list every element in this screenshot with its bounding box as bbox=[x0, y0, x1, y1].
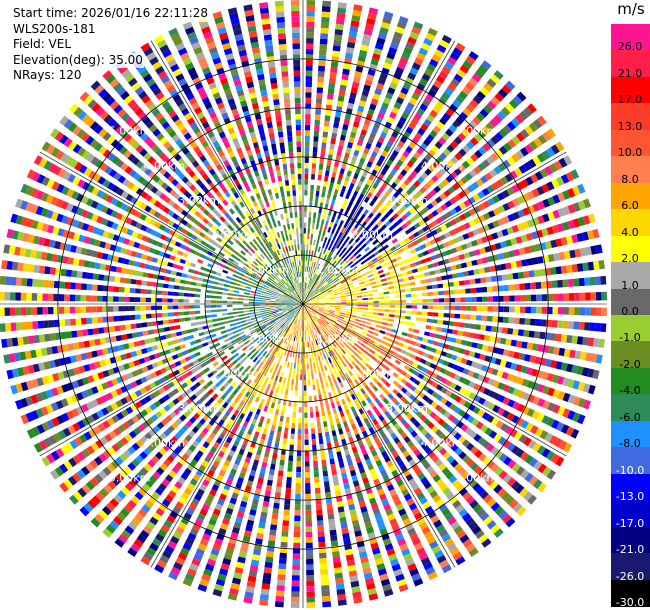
colorbar-bin bbox=[611, 235, 650, 263]
ring-label: 4.00km bbox=[421, 437, 463, 450]
field-label: Field: VEL bbox=[12, 37, 73, 53]
colorbar-bin bbox=[611, 315, 650, 343]
colorbar-tick-label: -1.0 bbox=[619, 331, 641, 345]
colorbar-tick-label: -10.0 bbox=[615, 463, 645, 477]
colorbar-bin bbox=[611, 103, 650, 131]
colorbar-bin bbox=[611, 129, 650, 157]
colorbar-tick-label: 10.0 bbox=[617, 146, 643, 160]
colorbar-unit: m/s bbox=[617, 0, 645, 18]
colorbar-bin bbox=[611, 209, 650, 237]
azimuth-spoke bbox=[302, 303, 567, 457]
colorbar-tick-label: 4.0 bbox=[621, 225, 639, 239]
ring-label: 1.00km bbox=[317, 263, 359, 276]
azimuth-spoke bbox=[150, 40, 304, 305]
colorbar-tick-label: 1.0 bbox=[621, 278, 639, 292]
colorbar-bin bbox=[611, 24, 650, 52]
velocity-cells bbox=[0, 0, 607, 608]
ring-label: 2.00km bbox=[213, 229, 255, 242]
elevation-label: Elevation(deg): 35.00 bbox=[12, 52, 144, 68]
ring-label: 4.00km bbox=[144, 159, 186, 172]
ring-label: 3.00km bbox=[178, 194, 220, 207]
ring-label: 2.00km bbox=[352, 367, 394, 380]
ring-label: 2.00km bbox=[213, 367, 255, 380]
ring-label: 2.00km bbox=[352, 229, 394, 242]
colorbar-tick-label: 0.0 bbox=[621, 305, 639, 318]
azimuth-spoke bbox=[39, 151, 304, 305]
colorbar-bin bbox=[611, 288, 650, 316]
colorbar-tick-label: -13.0 bbox=[615, 490, 645, 504]
azimuth-spoke bbox=[150, 303, 304, 568]
colorbar-tick-label: -2.0 bbox=[619, 357, 641, 371]
colorbar-tick-label: -30.0 bbox=[615, 596, 645, 609]
colorbar-tick-label: 8.0 bbox=[621, 172, 639, 186]
scan-info: Start time: 2026/01/16 22:11:28 WLS200s-… bbox=[12, 6, 209, 84]
range-rings bbox=[0, 0, 607, 608]
colorbar-tick-label: -6.0 bbox=[619, 410, 641, 424]
colorbar-bin bbox=[611, 262, 650, 290]
colorbar-tick-label: 21.0 bbox=[617, 66, 643, 80]
ring-label: 3.00km bbox=[386, 402, 428, 415]
ring-label: 3.00km bbox=[178, 402, 220, 415]
ring-label: 5.00km bbox=[109, 471, 151, 484]
ring-label: 1.00km bbox=[317, 333, 359, 346]
colorbar-tick-label: -8.0 bbox=[619, 437, 641, 451]
colorbar-bin bbox=[611, 367, 650, 395]
ring-label: 3.00km bbox=[386, 194, 428, 207]
ring-label: 4.00km bbox=[144, 437, 186, 450]
colorbar-tick-label: -26.0 bbox=[615, 569, 645, 583]
colorbar-tick-label: 13.0 bbox=[617, 119, 643, 133]
colorbar-tick-label: -4.0 bbox=[619, 384, 641, 398]
colorbar-bin bbox=[611, 420, 650, 448]
colorbar-bin bbox=[611, 526, 650, 554]
colorbar-bin bbox=[611, 76, 650, 104]
colorbar-tick-label: -21.0 bbox=[615, 543, 645, 557]
colorbar-bin bbox=[611, 182, 650, 210]
azimuth-spoke bbox=[39, 303, 304, 457]
azimuth-spoke bbox=[302, 303, 456, 568]
colorbar-bin bbox=[611, 500, 650, 528]
ring-label: 5.00km bbox=[109, 125, 151, 138]
colorbar-tick-label: -17.0 bbox=[615, 516, 645, 530]
colorbar-bin bbox=[611, 341, 650, 369]
colorbar-tick-label: 6.0 bbox=[621, 199, 639, 213]
nrays-label: NRays: 120 bbox=[12, 68, 83, 84]
ring-label: 5.00km bbox=[456, 125, 498, 138]
colorbar: 26.0 21.0 17.0 13.0 10.0 8.0 6.0 4.0 2.0 1.0 0.0 -1… bbox=[611, 24, 650, 609]
colorbar-bin bbox=[611, 553, 650, 581]
colorbar-bin bbox=[611, 50, 650, 78]
colorbar-tick-label: 17.0 bbox=[617, 93, 643, 107]
colorbar-bin bbox=[611, 579, 650, 607]
ring-label: 1.00km bbox=[248, 263, 290, 276]
ring-label: 4.00km bbox=[421, 159, 463, 172]
start-time-label: Start time: 2026/01/16 22:11:28 bbox=[12, 6, 209, 22]
colorbar-bin bbox=[611, 447, 650, 475]
azimuth-spoke bbox=[302, 40, 456, 305]
colorbar-tick-label: 26.0 bbox=[617, 40, 643, 54]
colorbar-bin bbox=[611, 394, 650, 422]
azimuth-spoke bbox=[302, 151, 567, 305]
colorbar-tick-label: 2.0 bbox=[621, 252, 639, 266]
instrument-label: WLS200s-181 bbox=[12, 21, 97, 37]
ring-label: 1.00km bbox=[248, 333, 290, 346]
colorbar-bin bbox=[611, 473, 650, 501]
ring-label: 5.00km bbox=[456, 471, 498, 484]
colorbar-bin bbox=[611, 156, 650, 184]
